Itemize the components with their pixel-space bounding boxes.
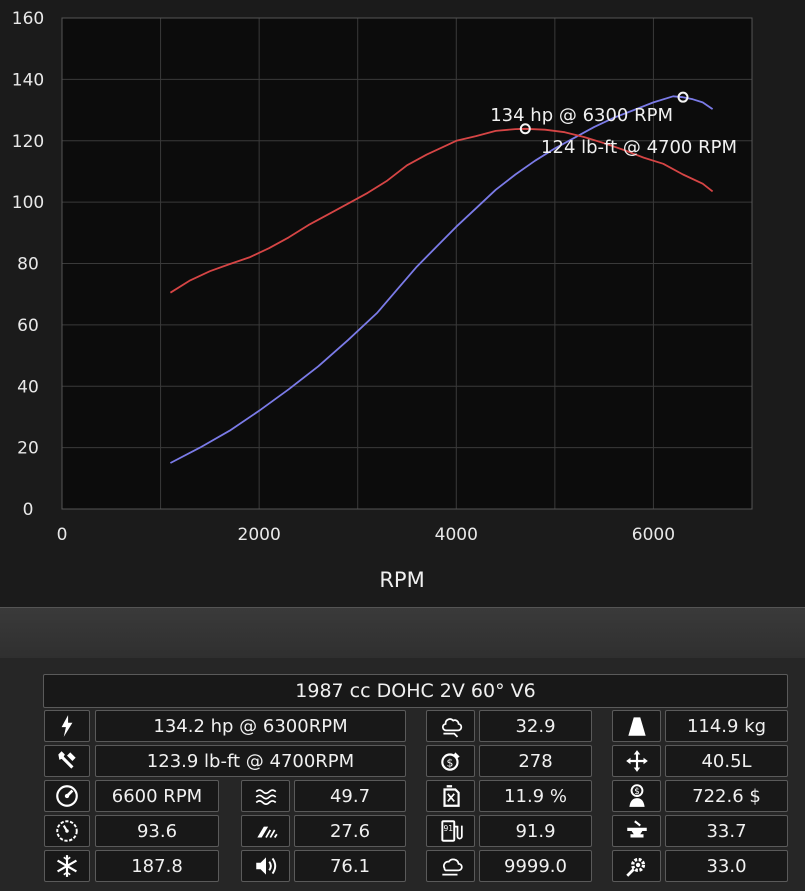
torque-value: 123.9 lb-ft @ 4700RPM: [95, 745, 406, 777]
cooling-icon-box: [44, 850, 90, 882]
rpm-value: 6600 RPM: [95, 780, 219, 812]
gear-icon-box: [612, 850, 661, 882]
heat-value: 49.7: [294, 780, 406, 812]
torque-peak-label: 124 lb-ft @ 4700 RPM: [541, 137, 737, 158]
service-cost-icon: $: [440, 752, 460, 771]
efficiency-icon-box: [426, 780, 475, 812]
noise-value: 76.1: [294, 850, 406, 882]
service-value: 278: [479, 745, 592, 777]
cost-icon-box: $: [612, 780, 661, 812]
emissions-icon-box: [426, 710, 475, 742]
economy-value: 93.6: [95, 815, 219, 847]
power-value: 134.2 hp @ 6300RPM: [95, 710, 406, 742]
anvil-icon: [626, 820, 647, 838]
svg-text:$: $: [634, 787, 640, 797]
fuel-value: 91.9: [479, 815, 592, 847]
y-tick-label: 100: [12, 193, 44, 213]
snowflake-icon: [57, 855, 77, 877]
svg-text:$: $: [446, 756, 453, 769]
power-icon-box: [44, 710, 90, 742]
lightning-icon: [61, 715, 73, 737]
engine-stats-panel: 1987 cc DOHC 2V 60° V6 134.2 hp @ 6300RP…: [0, 658, 805, 891]
x-tick-label: 2000: [238, 525, 281, 545]
noise-icon-box: [241, 850, 290, 882]
y-tick-label: 60: [17, 316, 39, 336]
torque-icon-box: [44, 745, 90, 777]
smoothness-icon: [256, 826, 278, 838]
engine-title: 1987 cc DOHC 2V 60° V6: [43, 674, 788, 708]
reliability-value: 9999.0: [479, 850, 592, 882]
wrench-icon: [58, 751, 76, 769]
power-peak-marker: [677, 91, 689, 103]
svg-text:91: 91: [443, 824, 453, 833]
weight-icon: [627, 717, 646, 736]
plot-frame: [61, 17, 753, 510]
efficiency-value: 11.9 %: [479, 780, 592, 812]
x-tick-label: 0: [57, 525, 68, 545]
y-tick-label: 120: [12, 132, 44, 152]
rpm-icon-box: [44, 780, 90, 812]
tooling-icon-box: [612, 815, 661, 847]
cloud-icon: [441, 718, 462, 738]
gear-value: 33.0: [665, 850, 788, 882]
service-icon-box: $: [426, 745, 475, 777]
panel-divider: [0, 607, 805, 659]
y-tick-label: 40: [17, 377, 39, 397]
economy-icon-box: [44, 815, 90, 847]
gear-wrench-icon: [625, 857, 645, 877]
speaker-icon: [255, 857, 276, 875]
torque-peak-marker: [519, 123, 531, 135]
fuel-icon-box: 91: [426, 815, 475, 847]
reliability-cloud-icon: [441, 858, 463, 876]
power-peak-label: 134 hp @ 6300 RPM: [490, 105, 673, 126]
tachometer-icon: [56, 785, 78, 807]
size-value: 40.5L: [665, 745, 788, 777]
weight-icon-box: [612, 710, 661, 742]
cooling-value: 187.8: [95, 850, 219, 882]
tooling-value: 33.7: [665, 815, 788, 847]
x-axis-label: RPM: [379, 568, 424, 592]
radiator-icon: [255, 789, 276, 805]
reliability-icon-box: [426, 850, 475, 882]
fuel-can-icon: [442, 785, 460, 807]
smoothness-icon-box: [241, 815, 290, 847]
emissions-value: 32.9: [479, 710, 592, 742]
y-tick-label: 80: [17, 255, 39, 275]
smoothness-value: 27.6: [294, 815, 406, 847]
x-tick-label: 6000: [632, 525, 675, 545]
y-tick-label: 20: [17, 439, 39, 459]
power-torque-chart: 0 20 40 60 80 100 120 140 160 0 2000 4000 6000 RPM 134…: [12, 9, 753, 592]
x-tick-label: 4000: [435, 525, 478, 545]
torque-curve: [169, 127, 714, 294]
dyno-chart: 0 20 40 60 80 100 120 140 160 0 2000 4000 6000 RPM 134…: [11, 9, 753, 592]
y-tick-label: 140: [12, 70, 44, 90]
y-tick-label: 0: [23, 500, 34, 520]
money-bag-icon: $: [628, 784, 645, 807]
weight-value: 114.9 kg: [665, 710, 788, 742]
gauge-icon: [56, 820, 78, 842]
cost-value: 722.6 $: [665, 780, 788, 812]
heat-icon-box: [241, 780, 290, 812]
fuel-pump-icon: 91: [440, 820, 463, 842]
size-arrows-icon: [625, 750, 648, 772]
y-tick-label: 160: [12, 9, 44, 29]
size-icon-box: [612, 745, 661, 777]
power-curve: [169, 95, 714, 464]
